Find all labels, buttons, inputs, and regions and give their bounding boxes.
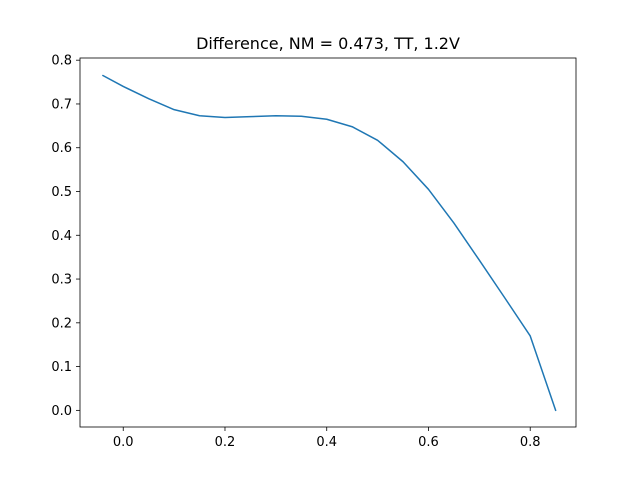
x-axis: 0.0 0.2 0.4 0.6 0.8 — [113, 427, 541, 450]
y-tick-label: 0.8 — [51, 54, 72, 69]
x-tick-label: 0.6 — [418, 435, 439, 450]
x-tick-label: 0.8 — [520, 435, 541, 450]
y-tick-label: 0.1 — [51, 360, 72, 375]
y-tick-label: 0.0 — [51, 404, 72, 419]
y-tick-label: 0.4 — [51, 229, 72, 244]
y-tick-label: 0.5 — [51, 185, 72, 200]
y-tick-label: 0.6 — [51, 141, 72, 156]
y-axis: 0.0 0.1 0.2 0.3 0.4 0.5 0.6 0.7 0.8 — [51, 54, 80, 419]
x-tick-label: 0.0 — [113, 435, 134, 450]
plot-area-frame — [79, 57, 577, 428]
y-tick-label: 0.7 — [51, 97, 72, 112]
chart-title: Difference, NM = 0.473, TT, 1.2V — [196, 34, 460, 53]
x-tick-label: 0.4 — [316, 435, 337, 450]
data-series-line — [102, 74, 557, 412]
x-tick-label: 0.2 — [215, 435, 236, 450]
y-tick-label: 0.3 — [51, 273, 72, 288]
y-tick-label: 0.2 — [51, 316, 72, 331]
